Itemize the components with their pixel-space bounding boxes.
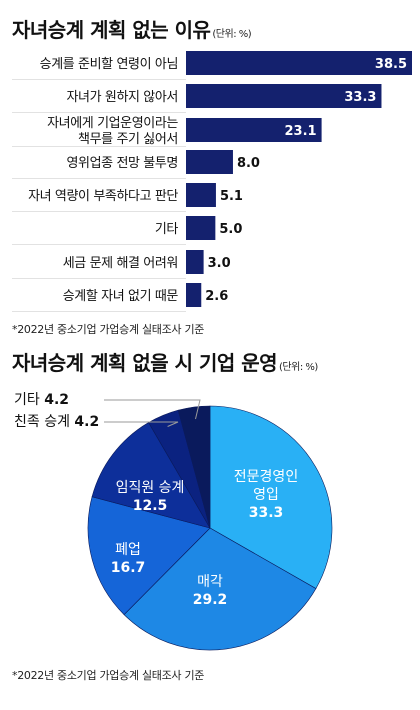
bar-row: 승계를 준비할 연령이 아님 38.5 <box>12 51 412 80</box>
slice-value-label: 4.2 <box>74 414 99 430</box>
value-label: 23.1 <box>285 124 317 139</box>
pie-slice <box>209 405 333 589</box>
value-label: 2.6 <box>205 289 228 304</box>
bar <box>186 283 202 307</box>
category-label: 자녀에게 기업운영이라는 <box>47 116 178 131</box>
category-label: 승계할 자녀 없기 때문 <box>63 289 179 304</box>
bar <box>186 216 216 240</box>
category-label: 승계를 준비할 연령이 아님 <box>40 57 178 72</box>
slice-value-label: 29.2 <box>193 592 228 608</box>
slice-label: 기타 4.2 <box>14 392 69 408</box>
pie-slice <box>91 422 211 529</box>
value-label: 5.0 <box>219 222 242 237</box>
category-label: 자녀 역량이 부족하다고 판단 <box>28 189 178 204</box>
value-label: 8.0 <box>237 156 260 171</box>
leader-line <box>104 421 179 427</box>
bar <box>186 84 382 108</box>
slice-label: 임직원 승계 <box>116 480 185 496</box>
leader-line <box>104 399 201 420</box>
bar-chart-title: 자녀승계 계획 없는 이유 (단위: %) <box>12 18 252 42</box>
pie-slice <box>87 496 211 616</box>
bar-row: 자녀 역량이 부족하다고 판단 5.1 <box>12 183 243 212</box>
category-label: 책무를 주기 싫어서 <box>78 132 178 147</box>
slice-label: 친족 승계 4.2 <box>14 414 99 430</box>
slice-label: 전문경영인 <box>234 469 298 485</box>
bar-row: 기타 5.0 <box>12 216 242 245</box>
bar-chart-unit: (단위: %) <box>212 29 252 40</box>
slice-value-label: 12.5 <box>133 498 168 514</box>
value-label: 38.5 <box>375 57 407 72</box>
pie-slice <box>177 405 211 529</box>
bar-row: 영위업종 전망 불투명 8.0 <box>12 150 260 179</box>
bar <box>186 150 233 174</box>
bar-row: 세금 문제 해결 어려워 3.0 <box>12 250 231 279</box>
bar <box>186 51 412 75</box>
value-label: 33.3 <box>344 90 376 105</box>
bar <box>186 183 216 207</box>
slice-label: 폐업 <box>115 542 141 558</box>
pie-chart-source-note: *2022년 중소기업 가업승계 실태조사 기준 <box>12 669 205 682</box>
slice-value-label: 4.2 <box>44 392 69 408</box>
bar-chart: 승계를 준비할 연령이 아님 38.5 자녀가 원하지 않아서 33.3 자녀에게 기업… <box>12 51 412 312</box>
category-label: 자녀가 원하지 않아서 <box>66 90 178 105</box>
bar <box>186 250 204 274</box>
pie-chart-title: 자녀승계 계획 없을 시 기업 운영 (단위: %) <box>12 351 318 375</box>
category-label: 영위업종 전망 불투명 <box>66 156 178 171</box>
value-label: 5.1 <box>220 189 243 204</box>
bar <box>186 118 322 142</box>
pie-slice <box>123 527 317 651</box>
slice-label: 영입 <box>253 487 279 503</box>
slice-label: 매각 <box>197 574 223 590</box>
category-label: 세금 문제 해결 어려워 <box>63 256 178 271</box>
value-label: 3.0 <box>208 256 231 271</box>
bar-row: 자녀가 원하지 않아서 33.3 <box>12 84 382 113</box>
bar-chart-source-note: *2022년 중소기업 가업승계 실태조사 기준 <box>12 323 205 336</box>
bar-row: 승계할 자녀 없기 때문 2.6 <box>12 283 228 312</box>
category-label: 기타 <box>155 222 179 237</box>
slice-value-label: 33.3 <box>249 505 284 521</box>
pie-chart-unit: (단위: %) <box>279 362 318 373</box>
slice-value-label: 16.7 <box>111 560 146 576</box>
